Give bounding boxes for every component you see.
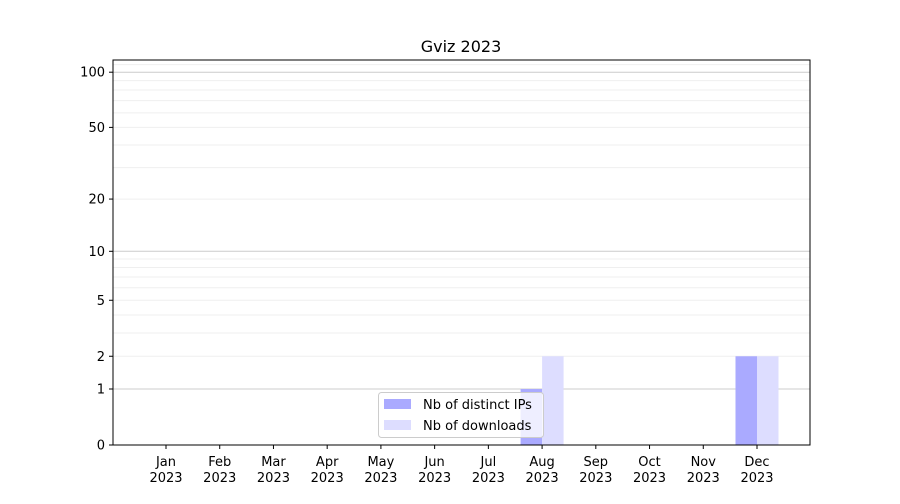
legend-label: Nb of distinct IPs <box>423 398 532 413</box>
bar-nb-of-distinct-ips-11 <box>735 356 757 445</box>
x-tick-label: Sep 2023 <box>579 455 612 486</box>
y-tick-label: 20 <box>88 193 105 208</box>
y-tick-label: 100 <box>80 66 105 81</box>
x-tick-label: Aug 2023 <box>526 455 559 486</box>
x-tick-label: Nov 2023 <box>687 455 720 486</box>
chart-title: Gviz 2023 <box>421 37 502 56</box>
y-tick-label: 10 <box>88 245 105 260</box>
legend: Nb of distinct IPs Nb of downloads <box>378 392 544 438</box>
x-tick-label: Dec 2023 <box>740 455 773 486</box>
x-tick-label: Feb 2023 <box>203 455 236 486</box>
x-tick-label: Jul 2023 <box>472 455 505 486</box>
axes-frame <box>112 59 811 446</box>
x-tick-label: Jan 2023 <box>149 455 182 486</box>
x-tick-label: Apr 2023 <box>311 455 344 486</box>
x-tick-label: Mar 2023 <box>257 455 290 486</box>
legend-box <box>378 392 544 438</box>
y-tick-label: 5 <box>97 294 105 309</box>
y-tick-label: 0 <box>97 439 105 454</box>
y-tick-label: 1 <box>97 383 105 398</box>
legend-label: Nb of downloads <box>423 419 532 434</box>
legend-swatch <box>384 399 411 409</box>
legend-swatch <box>384 420 411 430</box>
bar-nb-of-downloads-7 <box>542 356 564 445</box>
x-tick-label: Jun 2023 <box>418 455 451 486</box>
x-tick-label: May 2023 <box>364 455 397 486</box>
y-tick-label: 50 <box>88 121 105 136</box>
bar-nb-of-downloads-11 <box>757 356 779 445</box>
y-tick-label: 2 <box>97 350 105 365</box>
x-tick-label: Oct 2023 <box>633 455 666 486</box>
